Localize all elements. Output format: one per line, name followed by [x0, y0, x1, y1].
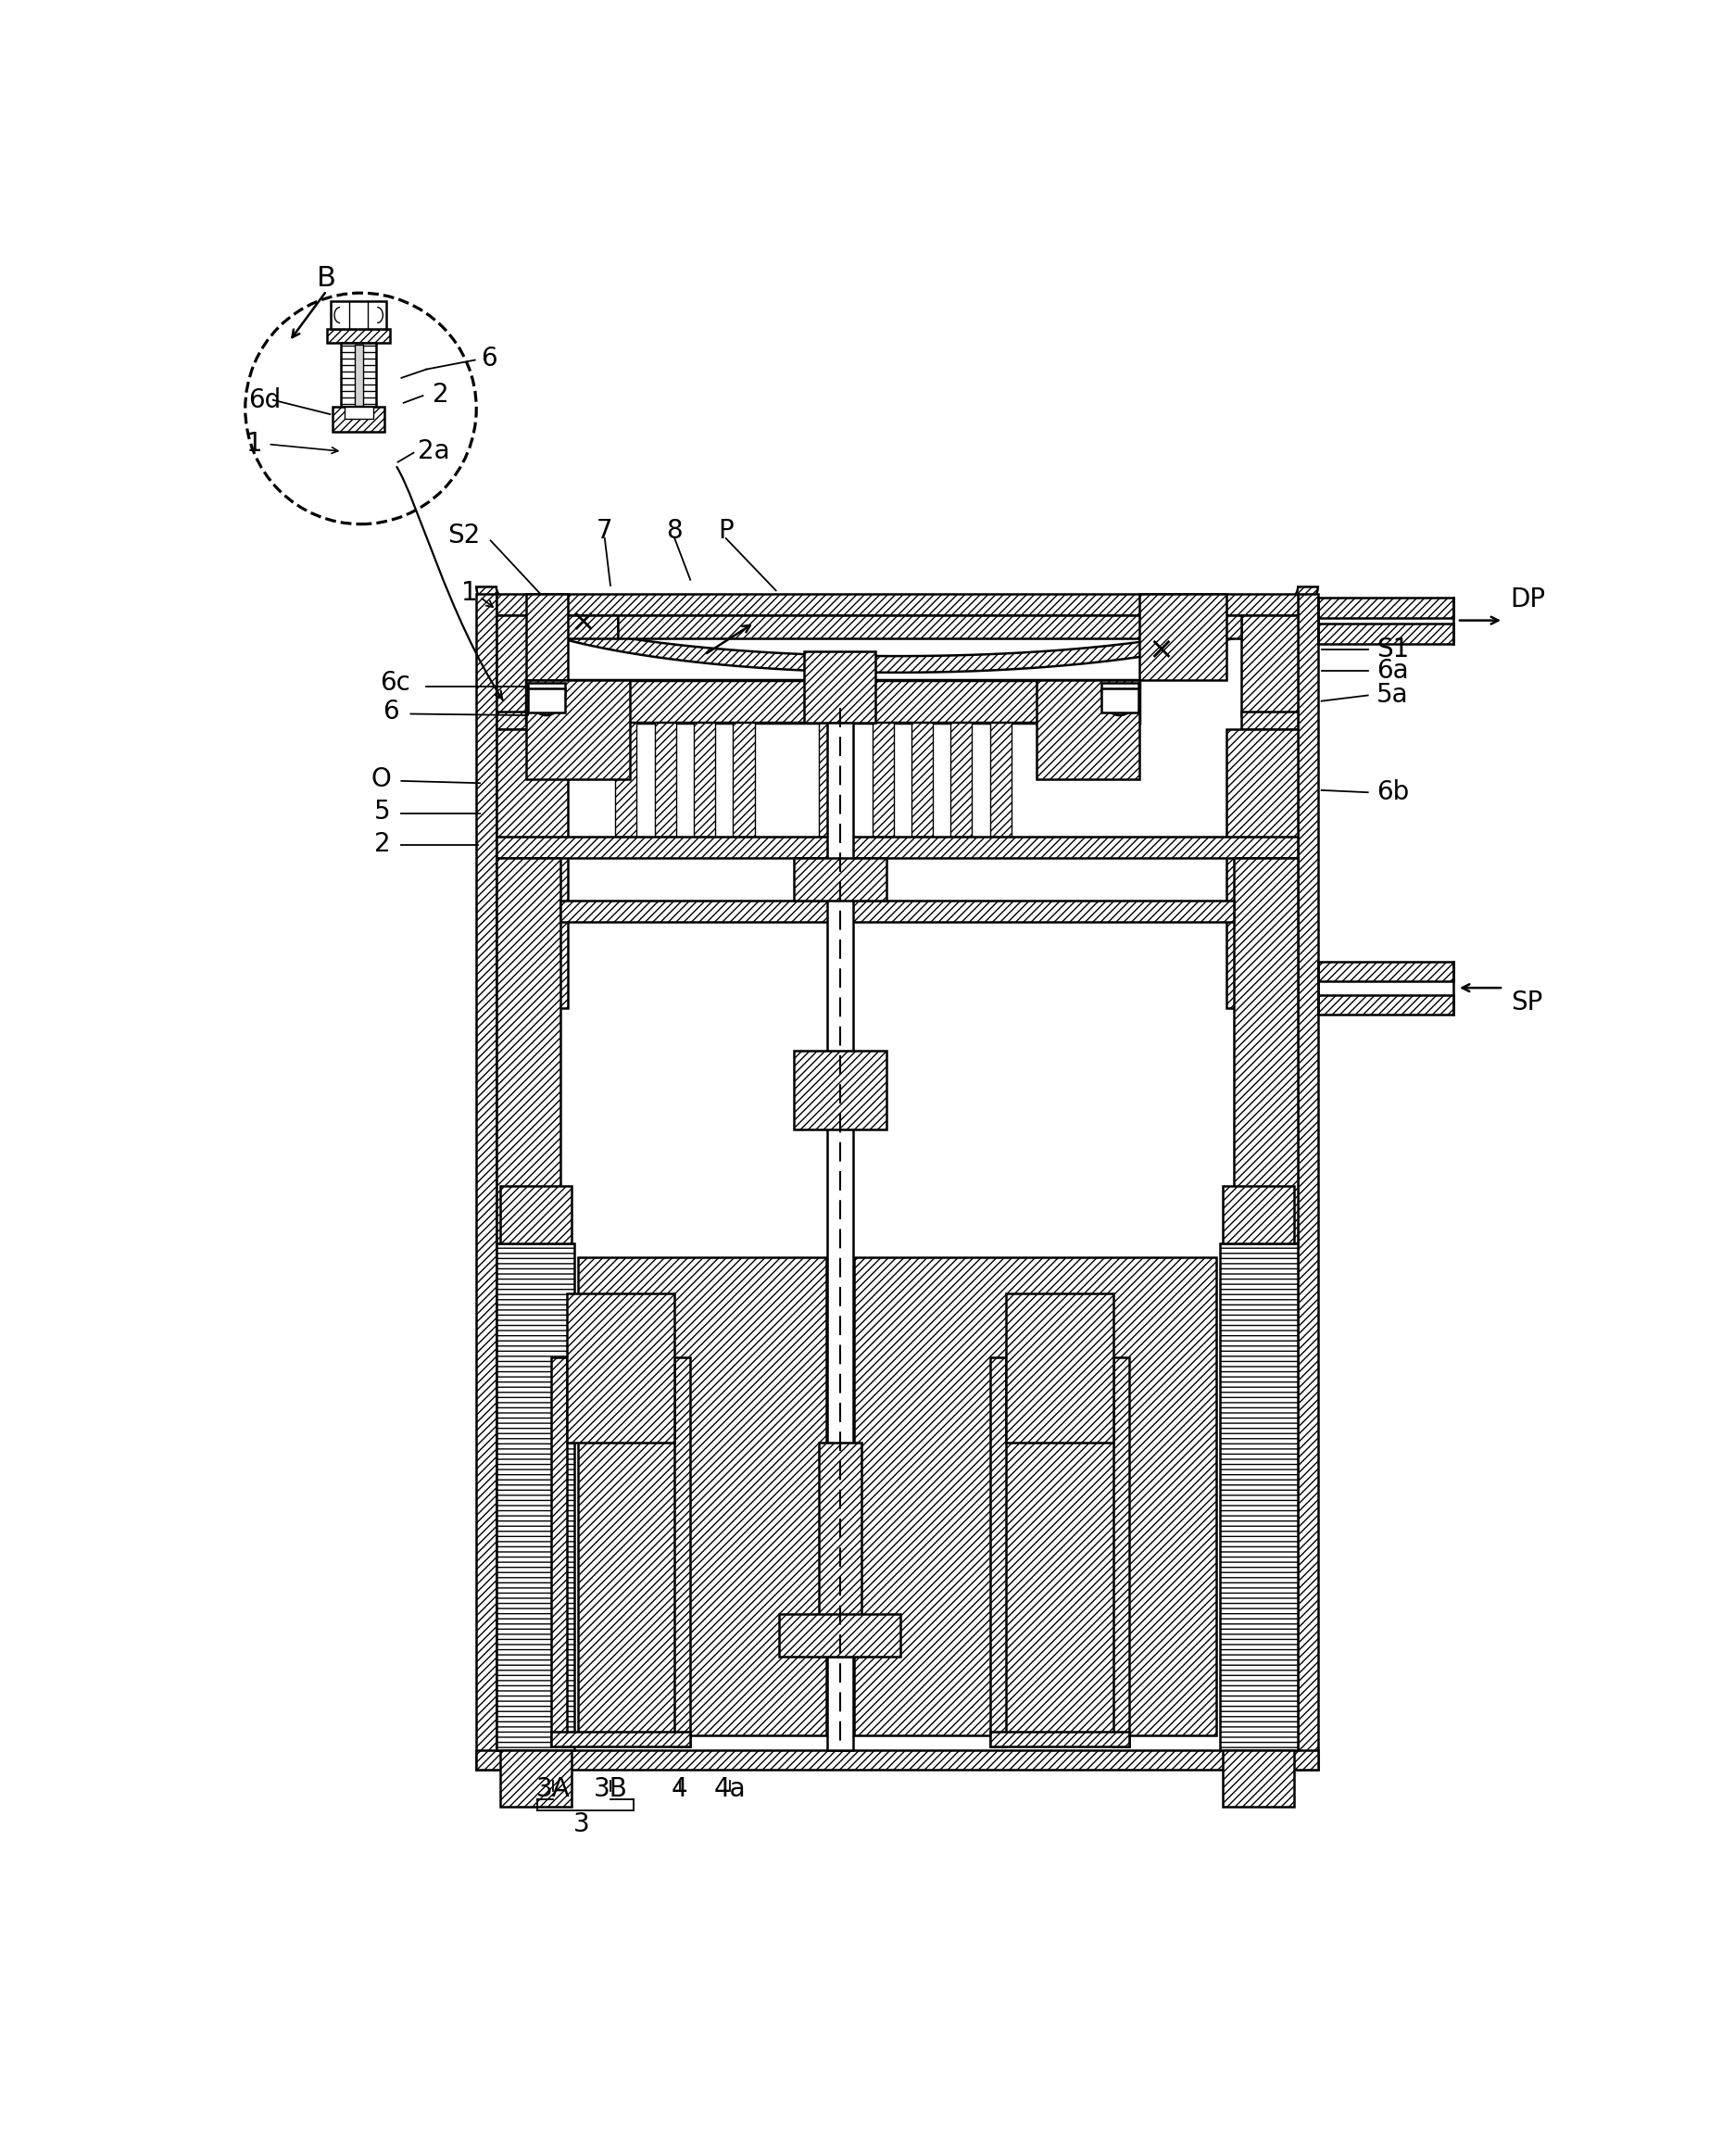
Bar	[355, 345, 363, 405]
Polygon shape	[477, 586, 1317, 673]
Bar	[951, 722, 971, 837]
Bar	[818, 722, 840, 837]
Text: 3: 3	[573, 1811, 591, 1837]
Bar	[553, 614, 618, 638]
Bar	[1317, 962, 1453, 981]
Bar	[854, 1257, 1216, 1736]
Text: 3A: 3A	[536, 1777, 570, 1802]
Text: 6b: 6b	[1376, 778, 1409, 806]
Text: 6: 6	[382, 699, 400, 724]
Bar	[496, 1244, 575, 1751]
Bar	[496, 729, 568, 1007]
Text: DP: DP	[1510, 586, 1546, 612]
Bar	[990, 1358, 1006, 1746]
Text: 5a: 5a	[1376, 681, 1409, 709]
Text: 5: 5	[374, 798, 391, 824]
Text: 1: 1	[246, 431, 263, 457]
Bar	[694, 722, 715, 837]
Bar	[551, 1731, 691, 1746]
Bar	[477, 595, 496, 1770]
Bar	[477, 1751, 1317, 1770]
Bar	[527, 683, 565, 696]
Bar	[780, 1615, 901, 1658]
Bar	[1006, 1294, 1112, 1442]
Bar	[579, 1257, 827, 1736]
Bar	[1100, 688, 1138, 711]
Bar	[1317, 994, 1453, 1015]
Bar	[911, 722, 933, 837]
Bar	[551, 1358, 567, 1746]
Bar	[1037, 679, 1140, 780]
Text: 4a: 4a	[713, 1777, 746, 1802]
Bar	[344, 407, 374, 418]
Bar	[675, 1358, 691, 1746]
Text: 3B: 3B	[594, 1777, 627, 1802]
Bar	[560, 901, 1233, 923]
Bar	[341, 343, 377, 407]
Text: S1: S1	[1376, 636, 1409, 662]
Bar	[990, 722, 1011, 837]
Bar	[1317, 623, 1453, 645]
Text: 8: 8	[666, 517, 684, 543]
Text: 1: 1	[461, 580, 477, 606]
Bar	[1223, 1186, 1295, 1244]
Bar	[818, 1442, 861, 1658]
Bar	[990, 1731, 1130, 1746]
Bar	[327, 328, 389, 343]
Text: O: O	[370, 768, 391, 793]
Text: 2a: 2a	[417, 438, 449, 464]
Text: 6d: 6d	[248, 388, 281, 414]
Bar	[331, 302, 386, 328]
Bar	[734, 722, 754, 837]
Text: 6: 6	[480, 345, 498, 371]
Text: ×: ×	[1149, 634, 1174, 664]
Bar	[794, 858, 887, 901]
Bar	[332, 407, 384, 431]
Bar	[1298, 595, 1317, 1770]
Bar	[1233, 858, 1298, 1244]
Text: B: B	[317, 265, 336, 291]
Bar	[1140, 595, 1226, 679]
Text: SP: SP	[1510, 990, 1543, 1015]
Bar	[496, 614, 553, 716]
Bar	[794, 1050, 887, 1130]
Bar	[871, 722, 894, 837]
Bar	[499, 1186, 572, 1244]
Bar	[618, 614, 1176, 638]
Text: 7: 7	[596, 517, 613, 543]
Text: P: P	[718, 517, 734, 543]
Bar	[1242, 711, 1298, 729]
Bar	[827, 722, 852, 1751]
Bar	[496, 858, 560, 1244]
Text: 2: 2	[374, 830, 391, 856]
Bar	[527, 595, 568, 679]
Text: 4: 4	[672, 1777, 687, 1802]
Bar	[615, 722, 637, 837]
Bar	[804, 651, 876, 722]
Bar	[1100, 683, 1138, 696]
Bar	[496, 595, 1298, 614]
Bar	[499, 1751, 572, 1807]
Bar	[527, 679, 630, 780]
Bar	[527, 679, 1140, 722]
Bar	[1219, 1244, 1298, 1751]
Bar	[1317, 597, 1453, 617]
Text: ×: ×	[570, 608, 596, 638]
Text: 6c: 6c	[381, 671, 412, 696]
Text: 2: 2	[432, 382, 449, 407]
Bar	[1242, 614, 1298, 716]
Bar	[1226, 729, 1298, 1007]
Bar	[1223, 1751, 1295, 1807]
Text: S2: S2	[448, 522, 480, 548]
Bar	[567, 1294, 675, 1442]
Bar	[654, 722, 677, 837]
Bar	[1112, 1358, 1130, 1746]
Bar	[527, 688, 565, 711]
Bar	[496, 837, 1298, 858]
Text: 6a: 6a	[1376, 658, 1409, 683]
Bar	[496, 711, 553, 729]
Bar	[1176, 614, 1242, 638]
